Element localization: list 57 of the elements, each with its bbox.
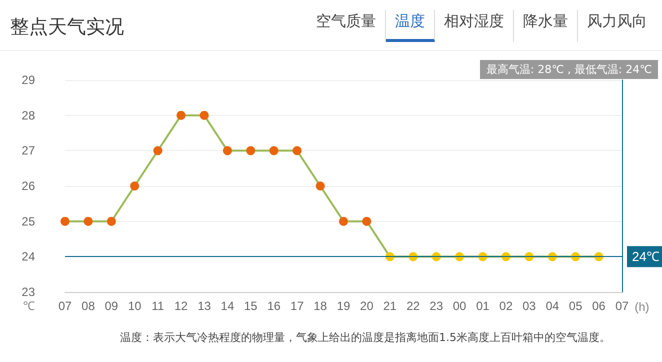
point <box>362 216 372 226</box>
y-tick-label: 28 <box>22 108 36 122</box>
point <box>84 216 93 226</box>
x-tick-label: 09 <box>104 299 118 313</box>
y-tick-label: 26 <box>22 179 36 193</box>
x-tick-label: 17 <box>290 299 304 313</box>
y-tick-label: 23 <box>22 285 36 299</box>
point <box>200 110 209 120</box>
x-tick-label: 12 <box>174 299 188 313</box>
x-tick-label: 15 <box>244 299 258 313</box>
y-tick-label: 25 <box>22 214 36 228</box>
x-tick-label: 14 <box>220 299 234 313</box>
text: 相对湿度 <box>435 10 514 42</box>
x-tick-label: 07 <box>58 299 72 313</box>
x-tick-label: 20 <box>360 299 374 313</box>
x-tick-label: 22 <box>406 299 420 313</box>
x-tick-label: 05 <box>568 299 583 313</box>
x-tick-label: 18 <box>314 299 328 313</box>
chart-title: 整点天气实况 <box>10 15 124 40</box>
point <box>316 182 325 190</box>
x-axis-title: (h) <box>634 300 650 314</box>
x-tick-label: 02 <box>499 299 513 313</box>
x-tick-label: 00 <box>452 299 467 313</box>
point <box>130 182 140 190</box>
point <box>153 146 162 156</box>
text: 温度 <box>386 10 435 42</box>
text: 空气质量 <box>307 10 386 42</box>
text: 降水量 <box>514 10 578 42</box>
y-tick-label: 29 <box>22 73 36 87</box>
x-tick-label: 08 <box>82 299 96 313</box>
text: 温度：表示大气冷热程度的物理量，气象上给出的温度是指离地面1.5米高度上百叶箱中的空气温度。 <box>120 330 610 345</box>
y-tick-label: 27 <box>22 144 36 158</box>
x-tick-label: 21 <box>383 299 397 313</box>
x-tick-label: 07 <box>615 299 629 313</box>
point <box>292 146 302 156</box>
point <box>339 216 348 226</box>
point <box>106 216 116 226</box>
x-tick-label: 23 <box>430 299 444 313</box>
y-tick-label: 24 <box>22 250 36 264</box>
point <box>176 110 186 120</box>
point <box>222 146 232 156</box>
y-axis-title: ℃ <box>23 299 35 313</box>
point <box>246 146 256 156</box>
text: 最高气温: 28℃ , 最低气温: 24℃ <box>480 60 658 79</box>
x-tick-label: 03 <box>522 299 536 313</box>
x-tick-label: 13 <box>198 299 212 313</box>
point <box>60 216 70 226</box>
x-tick-label: 04 <box>546 299 560 313</box>
x-tick-label: 19 <box>336 299 350 313</box>
x-tick-label: 11 <box>152 299 164 313</box>
x-tick-label: 10 <box>128 299 142 313</box>
text: 风力风向 <box>586 11 648 32</box>
ref-line-label: 24℃ <box>632 249 660 264</box>
x-tick-label: 06 <box>592 299 606 313</box>
x-tick-label: 01 <box>476 299 490 313</box>
point <box>269 146 278 156</box>
x-tick-label: 16 <box>267 299 281 313</box>
